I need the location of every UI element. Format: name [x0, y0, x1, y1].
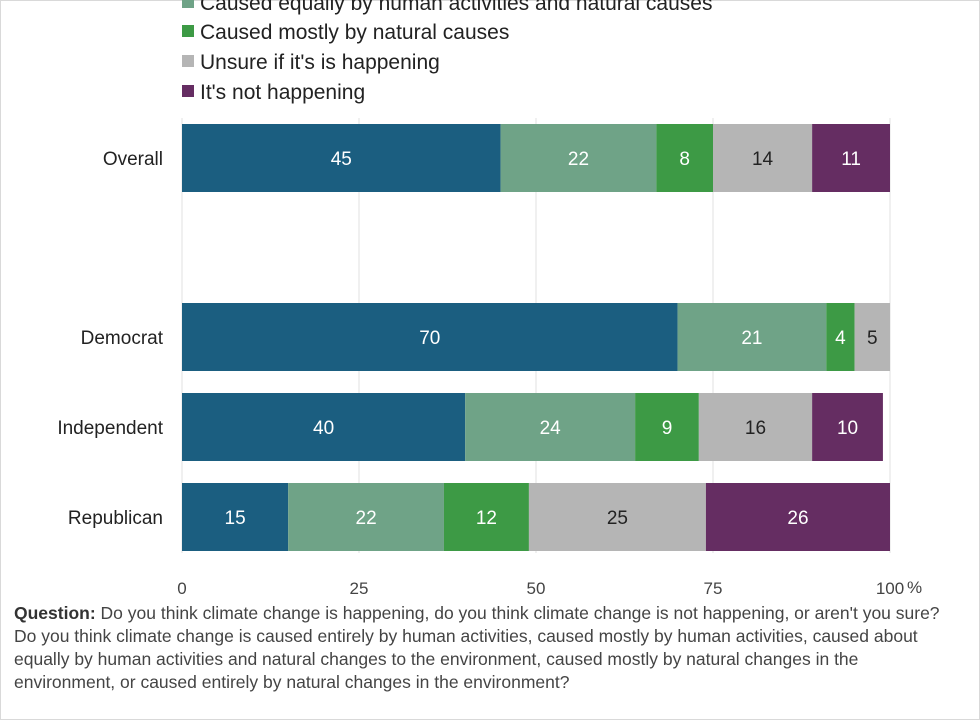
- bar-value-label: 4: [835, 328, 846, 349]
- x-tick-label: 25: [350, 579, 369, 598]
- bar-value-label: 10: [837, 418, 858, 439]
- legend-label: Caused mostly by natural causes: [200, 21, 509, 44]
- bar-segment: [182, 303, 678, 371]
- bar-value-label: 15: [225, 508, 246, 529]
- legend-swatch: [182, 25, 194, 37]
- bar-segment: [854, 303, 890, 371]
- x-tick-label: 100: [876, 579, 904, 598]
- bar-value-label: 22: [356, 508, 377, 529]
- legend-swatch: [182, 0, 194, 8]
- bars: 45 22 8 14 11 70 21 4 5 40 24 9 16 10 15 22 12 25 26: [182, 124, 890, 551]
- bar-value-label: 8: [679, 149, 690, 170]
- legend-label: It's not happening: [200, 81, 365, 104]
- bar-segment: [182, 483, 289, 551]
- legend-label: Caused equally by human activities and n…: [200, 0, 712, 15]
- bar-segment: [826, 303, 855, 371]
- bar-value-label: 14: [752, 149, 774, 170]
- question-text: Do you think climate change is happening…: [95, 603, 940, 623]
- legend-swatch: [182, 85, 194, 97]
- bar-segment: [182, 124, 501, 192]
- bar-value-label: 45: [331, 149, 352, 170]
- bar-value-label: 70: [419, 328, 440, 349]
- bar-segment: [812, 124, 890, 192]
- bar-value-label: 40: [313, 418, 334, 439]
- bar-segment: [288, 483, 444, 551]
- legend: Caused equally by human activities and n…: [182, 0, 712, 104]
- legend-swatch: [182, 55, 194, 67]
- x-axis: 0 25 50 75 100%: [177, 578, 922, 598]
- legend-label: Unsure if it's is happening: [200, 51, 440, 74]
- bar-segment: [635, 393, 699, 461]
- bar-value-label: 12: [476, 508, 497, 529]
- category-label: Democrat: [81, 328, 164, 349]
- x-tick-label: 75: [704, 579, 723, 598]
- x-axis-unit: %: [907, 578, 922, 597]
- bar-segment: [677, 303, 827, 371]
- bar-value-label: 24: [540, 418, 562, 439]
- bar-value-label: 22: [568, 149, 589, 170]
- bar-value-label: 9: [662, 418, 673, 439]
- question-caption: Question: Do you think climate change is…: [14, 602, 964, 694]
- bar-segment: [443, 483, 529, 551]
- bar-segment: [713, 124, 813, 192]
- bar-segment: [182, 393, 466, 461]
- bar-value-label: 26: [787, 508, 808, 529]
- bar-segment: [705, 483, 890, 551]
- caption-line-2: Do you think climate change is caused en…: [14, 626, 918, 692]
- bar-segment: [698, 393, 813, 461]
- caption-line-1: Question: Do you think climate change is…: [14, 602, 964, 625]
- bar-value-label: 21: [741, 328, 762, 349]
- x-tick-label: 50: [527, 579, 546, 598]
- stacked-bar-chart: 45 22 8 14 11 70 21 4 5 40 24 9 16 10 15 22 12 25 26 Overa…: [57, 0, 922, 598]
- category-label: Republican: [68, 508, 163, 529]
- category-labels: Overall Democrat Independent Republican: [57, 149, 163, 529]
- bar-segment: [812, 393, 883, 461]
- bar-value-label: 5: [867, 328, 878, 349]
- bar-segment: [656, 124, 713, 192]
- x-tick-label: 0: [177, 579, 186, 598]
- bar-segment: [528, 483, 706, 551]
- bar-value-label: 25: [607, 508, 628, 529]
- category-label: Overall: [103, 149, 163, 170]
- category-label: Independent: [57, 418, 163, 439]
- question-label: Question:: [14, 603, 96, 623]
- bar-value-label: 11: [841, 149, 861, 170]
- bar-segment: [465, 393, 636, 461]
- bar-value-label: 16: [745, 418, 766, 439]
- bar-segment: [500, 124, 657, 192]
